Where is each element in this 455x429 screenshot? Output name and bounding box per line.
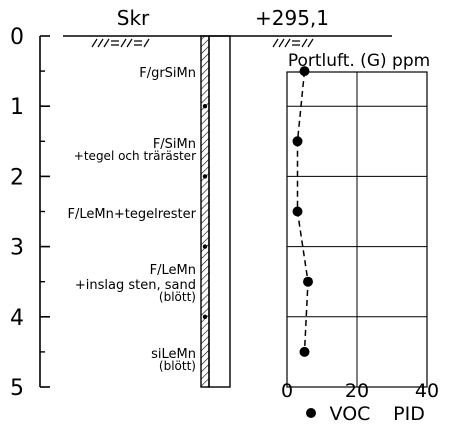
chart-x-tick-label: 0 — [281, 380, 293, 402]
soil-layer-label: +tegel och träräster — [74, 149, 196, 163]
voc-data-point — [299, 66, 310, 77]
soil-layer-label: F/LeMn — [150, 263, 196, 278]
layer-boundary-marker — [202, 104, 208, 109]
legend-marker — [306, 408, 316, 418]
borehole-column-casing — [208, 35, 231, 388]
ground-hatch-right — [272, 38, 314, 48]
legend-method-label: PID — [393, 403, 425, 425]
voc-data-points — [292, 66, 313, 357]
voc-data-point — [292, 136, 303, 147]
depth-tick-label: 4 — [10, 306, 24, 331]
depth-tick-label: 1 — [10, 95, 24, 120]
soil-layer-label: F/grSiMn — [139, 66, 196, 81]
soil-layer-label: (blött) — [159, 290, 196, 304]
soil-layer-descriptions: F/grSiMn F/SiMn+tegel och träräster F/LeMn… — [68, 66, 197, 373]
chart-x-tick-labels: 0 20 40 — [281, 380, 439, 402]
voc-data-point — [303, 276, 313, 287]
depth-axis-ticks: 0 1 2 3 4 5 — [10, 25, 50, 401]
chart-x-tick-label: 40 — [415, 380, 439, 402]
borehole-column-hatched — [200, 35, 210, 388]
soil-layer-label: +inslag sten, sand — [75, 278, 196, 293]
voc-data-point — [292, 206, 303, 217]
chart-x-tick-label: 20 — [345, 380, 369, 402]
soil-layer-label: (blött) — [159, 359, 196, 373]
chart-title: Portluft. (G) ppm — [288, 51, 430, 71]
depth-tick-label: 2 — [10, 165, 24, 190]
layer-boundary-marker — [202, 314, 208, 319]
soil-layer-label: siLeMn — [151, 347, 196, 362]
legend-voc-label: VOC — [330, 403, 371, 425]
header-elevation: +295,1 — [255, 6, 329, 30]
chart-grid — [287, 72, 427, 387]
voc-data-point — [299, 346, 310, 357]
depth-tick-label: 5 — [10, 376, 24, 401]
layer-boundary-markers — [202, 104, 208, 319]
header-label: Skr — [117, 6, 150, 30]
depth-tick-label: 3 — [10, 236, 24, 261]
layer-boundary-marker — [202, 174, 208, 179]
depth-tick-label: 0 — [10, 25, 24, 50]
ground-hatch-left — [91, 38, 150, 48]
soil-layer-label: F/SiMn — [153, 137, 196, 152]
soil-layer-label: F/LeMn+tegelrester — [68, 207, 197, 222]
layer-boundary-marker — [202, 244, 208, 249]
